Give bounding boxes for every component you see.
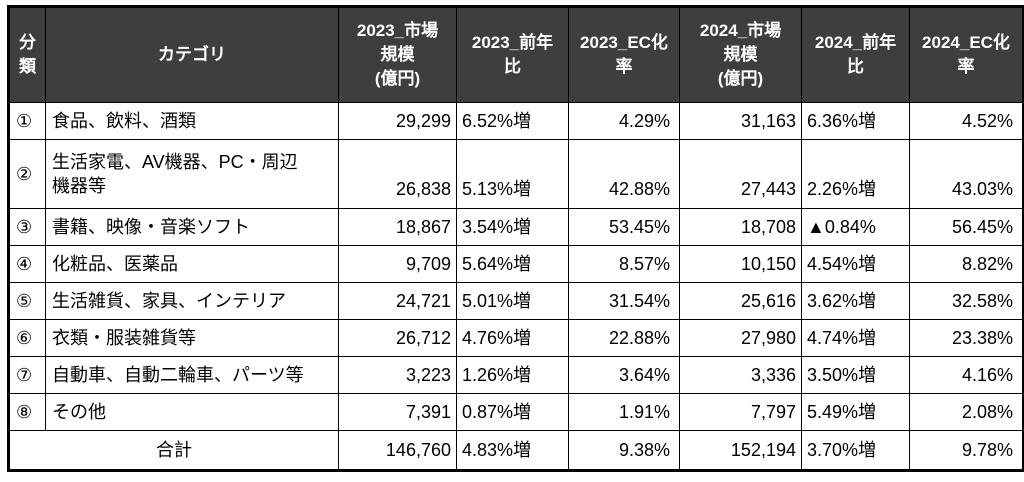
col-header-yoy-2024: 2024_前年 比: [801, 6, 910, 103]
cell-ec-rate-2023: 22.88%: [568, 319, 680, 357]
cell-ec-rate-2023: 31.54%: [568, 282, 680, 320]
cell-market-2023: 29,299: [338, 102, 457, 140]
cell-ec-rate-2024: 4.16%: [909, 356, 1024, 394]
cell-yoy-2023: 5.64%増: [456, 245, 569, 283]
cell-class: ②: [8, 139, 46, 209]
table-row: ① 食品、飲料、酒類 29,299 6.52%増 4.29% 31,163 6.…: [8, 102, 1024, 140]
cell-class: ⑤: [8, 282, 46, 320]
ec-market-table: 分 類 カテゴリ 2023_市場 規模 (億円) 2023_前年 比 2023_…: [7, 5, 1024, 472]
cell-ec-rate-2023: 4.29%: [568, 102, 680, 140]
cell-ec-rate-2024: 4.52%: [909, 102, 1024, 140]
cell-class: ④: [8, 245, 46, 283]
cell-market-2024: 10,150: [679, 245, 802, 283]
cell-market-2024: 3,336: [679, 356, 802, 394]
cell-category: 衣類・服装雑貨等: [45, 319, 339, 357]
header-row: 分 類 カテゴリ 2023_市場 規模 (億円) 2023_前年 比 2023_…: [8, 6, 1024, 103]
cell-yoy-2024: 2.26%増: [801, 139, 910, 209]
col-header-class: 分 類: [8, 6, 46, 103]
col-header-category: カテゴリ: [45, 6, 339, 103]
cell-ec-rate-2024: 56.45%: [909, 208, 1024, 246]
cell-yoy-2024: ▲0.84%: [801, 208, 910, 246]
table-row: ② 生活家電、AV機器、PC・周辺 機器等 26,838 5.13%増 42.8…: [8, 139, 1024, 209]
cell-yoy-2024: 6.36%増: [801, 102, 910, 140]
cell-ec-rate-2023: 1.91%: [568, 393, 680, 431]
cell-class: ③: [8, 208, 46, 246]
cell-yoy-2024: 4.74%増: [801, 319, 910, 357]
cell-class: ⑥: [8, 319, 46, 357]
cell-category: 書籍、映像・音楽ソフト: [45, 208, 339, 246]
col-header-ec-rate-2024: 2024_EC化 率: [909, 6, 1024, 103]
cell-category: 自動車、自動二輪車、パーツ等: [45, 356, 339, 394]
col-header-market-2023: 2023_市場 規模 (億円): [338, 6, 457, 103]
table-row: ③ 書籍、映像・音楽ソフト 18,867 3.54%増 53.45% 18,70…: [8, 208, 1024, 246]
cell-class: ①: [8, 102, 46, 140]
cell-class: ⑧: [8, 393, 46, 431]
total-row: 合計 146,760 4.83%増 9.38% 152,194 3.70%増 9…: [8, 430, 1024, 471]
cell-market-2023: 9,709: [338, 245, 457, 283]
cell-yoy-2023: 3.54%増: [456, 208, 569, 246]
cell-total-yoy-2023: 4.83%増: [456, 430, 569, 471]
cell-market-2023: 26,838: [338, 139, 457, 209]
cell-ec-rate-2024: 2.08%: [909, 393, 1024, 431]
cell-market-2024: 27,443: [679, 139, 802, 209]
cell-yoy-2024: 5.49%増: [801, 393, 910, 431]
cell-category: 生活雑貨、家具、インテリア: [45, 282, 339, 320]
cell-ec-rate-2023: 42.88%: [568, 139, 680, 209]
table-row: ⑤ 生活雑貨、家具、インテリア 24,721 5.01%増 31.54% 25,…: [8, 282, 1024, 320]
cell-ec-rate-2024: 32.58%: [909, 282, 1024, 320]
cell-total-label: 合計: [8, 430, 339, 471]
cell-class: ⑦: [8, 356, 46, 394]
col-header-ec-rate-2023: 2023_EC化 率: [568, 6, 680, 103]
cell-market-2023: 7,391: [338, 393, 457, 431]
cell-ec-rate-2024: 43.03%: [909, 139, 1024, 209]
cell-yoy-2023: 4.76%増: [456, 319, 569, 357]
cell-ec-rate-2024: 8.82%: [909, 245, 1024, 283]
cell-total-ec-rate-2023: 9.38%: [568, 430, 680, 471]
cell-total-yoy-2024: 3.70%増: [801, 430, 910, 471]
table-row: ⑦ 自動車、自動二輪車、パーツ等 3,223 1.26%増 3.64% 3,33…: [8, 356, 1024, 394]
cell-yoy-2024: 3.62%増: [801, 282, 910, 320]
cell-ec-rate-2023: 3.64%: [568, 356, 680, 394]
cell-ec-rate-2023: 53.45%: [568, 208, 680, 246]
cell-market-2023: 24,721: [338, 282, 457, 320]
cell-category: 食品、飲料、酒類: [45, 102, 339, 140]
cell-market-2023: 26,712: [338, 319, 457, 357]
cell-market-2024: 31,163: [679, 102, 802, 140]
cell-category: 化粧品、医薬品: [45, 245, 339, 283]
cell-market-2024: 7,797: [679, 393, 802, 431]
cell-yoy-2023: 0.87%増: [456, 393, 569, 431]
cell-market-2024: 27,980: [679, 319, 802, 357]
cell-category: 生活家電、AV機器、PC・周辺 機器等: [45, 139, 339, 209]
cell-market-2023: 18,867: [338, 208, 457, 246]
cell-total-market-2023: 146,760: [338, 430, 457, 471]
ec-market-table-wrapper: 分 類 カテゴリ 2023_市場 規模 (億円) 2023_前年 比 2023_…: [7, 5, 1024, 472]
cell-total-market-2024: 152,194: [679, 430, 802, 471]
col-header-yoy-2023: 2023_前年 比: [456, 6, 569, 103]
cell-yoy-2024: 3.50%増: [801, 356, 910, 394]
cell-yoy-2024: 4.54%増: [801, 245, 910, 283]
cell-yoy-2023: 5.01%増: [456, 282, 569, 320]
cell-market-2023: 3,223: [338, 356, 457, 394]
col-header-market-2024: 2024_市場 規模 (億円): [679, 6, 802, 103]
cell-yoy-2023: 1.26%増: [456, 356, 569, 394]
table-row: ④ 化粧品、医薬品 9,709 5.64%増 8.57% 10,150 4.54…: [8, 245, 1024, 283]
cell-category: その他: [45, 393, 339, 431]
cell-total-ec-rate-2024: 9.78%: [909, 430, 1024, 471]
table-row: ⑥ 衣類・服装雑貨等 26,712 4.76%増 22.88% 27,980 4…: [8, 319, 1024, 357]
cell-market-2024: 18,708: [679, 208, 802, 246]
table-row: ⑧ その他 7,391 0.87%増 1.91% 7,797 5.49%増 2.…: [8, 393, 1024, 431]
cell-ec-rate-2023: 8.57%: [568, 245, 680, 283]
cell-yoy-2023: 5.13%増: [456, 139, 569, 209]
cell-market-2024: 25,616: [679, 282, 802, 320]
cell-yoy-2023: 6.52%増: [456, 102, 569, 140]
cell-ec-rate-2024: 23.38%: [909, 319, 1024, 357]
